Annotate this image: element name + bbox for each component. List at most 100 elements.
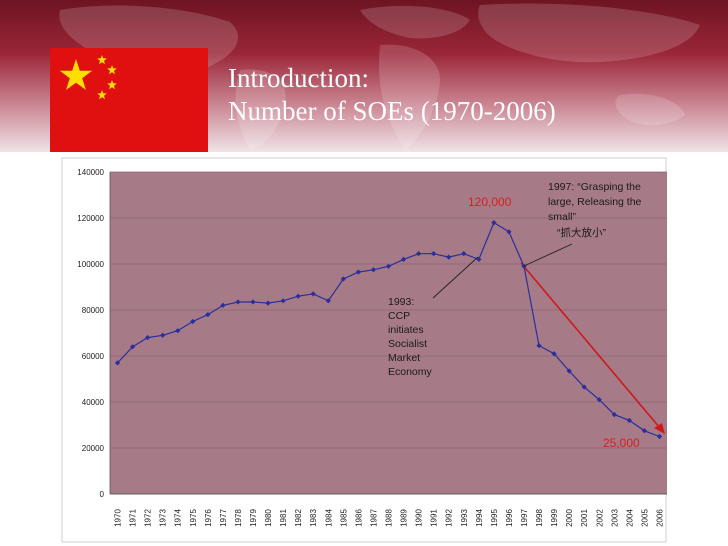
data-point	[656, 433, 663, 440]
china-flag	[50, 48, 208, 152]
x-tick-label: 1975	[189, 509, 198, 527]
soe-line-chart: 020000400006000080000100000120000140000 …	[61, 157, 667, 543]
slide-title-line1: Introduction:	[228, 63, 369, 93]
annotation-1993-line: Economy	[388, 366, 433, 378]
data-point	[370, 267, 377, 273]
data-point	[536, 343, 542, 349]
x-tick-label: 1997	[520, 509, 529, 527]
x-tick-label: 1972	[144, 509, 153, 527]
trend-arrow-line	[520, 262, 661, 429]
y-tick-label: 20000	[82, 444, 105, 453]
x-tick-label: 1998	[535, 509, 544, 527]
trend-arrow-head	[654, 423, 665, 434]
x-tick-label: 1991	[430, 509, 439, 527]
x-tick-label: 2004	[625, 509, 634, 527]
end-value-label: 25,000	[603, 436, 640, 450]
x-tick-label: 2002	[595, 509, 604, 527]
x-tick-label: 1971	[129, 509, 138, 527]
data-point	[295, 293, 301, 299]
x-tick-label: 1995	[490, 509, 499, 527]
x-tick-label: 1994	[475, 509, 484, 527]
data-point	[611, 412, 617, 418]
slide-header: Introduction: Number of SOEs (1970-2006)	[0, 0, 728, 152]
x-tick-label: 2005	[640, 509, 649, 527]
annotation-1997: 1997: “Grasping the large, Releasing the…	[548, 181, 642, 239]
x-tick-label: 2006	[655, 509, 664, 527]
y-tick-label: 40000	[82, 398, 105, 407]
y-tick-label: 60000	[82, 352, 105, 361]
data-point	[355, 269, 361, 275]
x-tick-label: 1985	[339, 509, 348, 527]
x-tick-label: 1983	[309, 509, 318, 527]
annotation-1993-line: CCP	[388, 310, 410, 322]
y-tick-label: 140000	[77, 168, 104, 177]
y-tick-label: 0	[100, 490, 105, 499]
annotation-1993-line: Market	[388, 352, 420, 364]
y-tick-label: 100000	[77, 260, 104, 269]
annotation-1993: 1993: CCP initiates Socialist Market Eco…	[388, 296, 433, 378]
data-point	[446, 254, 452, 260]
data-point	[491, 220, 497, 226]
x-tick-label: 1973	[159, 509, 168, 527]
flag-large-star-icon	[59, 59, 93, 90]
x-tick-label: 1982	[294, 509, 303, 527]
data-point	[114, 360, 121, 366]
annotation-1993-line: 1993:	[388, 296, 414, 308]
x-tick-label: 1978	[234, 509, 243, 527]
x-tick-label: 1993	[460, 509, 469, 527]
data-point	[521, 263, 527, 269]
x-tick-label: 1984	[324, 509, 333, 527]
data-point	[145, 335, 151, 341]
x-tick-label: 1977	[219, 509, 228, 527]
x-tick-label: 2000	[565, 509, 574, 527]
annotation-1997-line: 1997: “Grasping the	[548, 181, 641, 193]
annotation-1993-pointer	[432, 256, 479, 299]
data-point	[325, 298, 331, 304]
flag-small-star-icon	[97, 90, 107, 100]
data-point	[250, 299, 256, 305]
data-point	[310, 291, 316, 297]
data-point	[235, 299, 241, 305]
data-point	[581, 384, 587, 390]
data-point	[265, 300, 271, 306]
annotation-1997-pointer	[523, 243, 573, 267]
plot-area	[110, 172, 667, 494]
x-tick-label: 1996	[505, 509, 514, 527]
flag-small-star-icon	[107, 80, 117, 90]
x-tick-label: 1988	[385, 509, 394, 527]
data-point	[476, 256, 482, 262]
data-point	[506, 229, 512, 235]
data-point	[160, 332, 166, 338]
x-tick-label: 1970	[114, 509, 123, 527]
data-point	[129, 344, 136, 350]
data-point	[641, 428, 648, 434]
x-tick-label: 2003	[610, 509, 619, 527]
slide-title-line2: Number of SOEs (1970-2006)	[228, 96, 556, 126]
annotation-1997-line: “抓大放小”	[557, 226, 606, 239]
annotation-1993-line: Socialist	[388, 338, 427, 350]
data-point	[220, 302, 226, 308]
x-tick-label: 1981	[279, 509, 288, 527]
x-tick-label: 1976	[204, 509, 213, 527]
x-tick-label: 1989	[400, 509, 409, 527]
x-tick-label: 1974	[174, 509, 183, 527]
data-point	[205, 312, 211, 318]
x-tick-label: 1986	[354, 509, 363, 527]
data-point	[280, 298, 286, 304]
data-point	[551, 351, 557, 357]
data-point	[596, 397, 602, 403]
data-point	[385, 263, 392, 269]
data-point	[626, 417, 632, 423]
slide-title: Introduction: Number of SOEs (1970-2006)	[228, 62, 556, 128]
x-tick-label: 1987	[369, 509, 378, 527]
annotation-1993-line: initiates	[388, 324, 424, 336]
data-point	[461, 251, 467, 257]
x-tick-label: 2001	[580, 509, 589, 527]
data-point	[190, 318, 196, 325]
y-tick-label: 80000	[82, 306, 105, 315]
x-tick-label: 1990	[415, 509, 424, 527]
data-point	[431, 251, 437, 257]
x-tick-label: 1992	[445, 509, 454, 527]
data-point	[340, 276, 346, 282]
data-point	[566, 368, 572, 374]
